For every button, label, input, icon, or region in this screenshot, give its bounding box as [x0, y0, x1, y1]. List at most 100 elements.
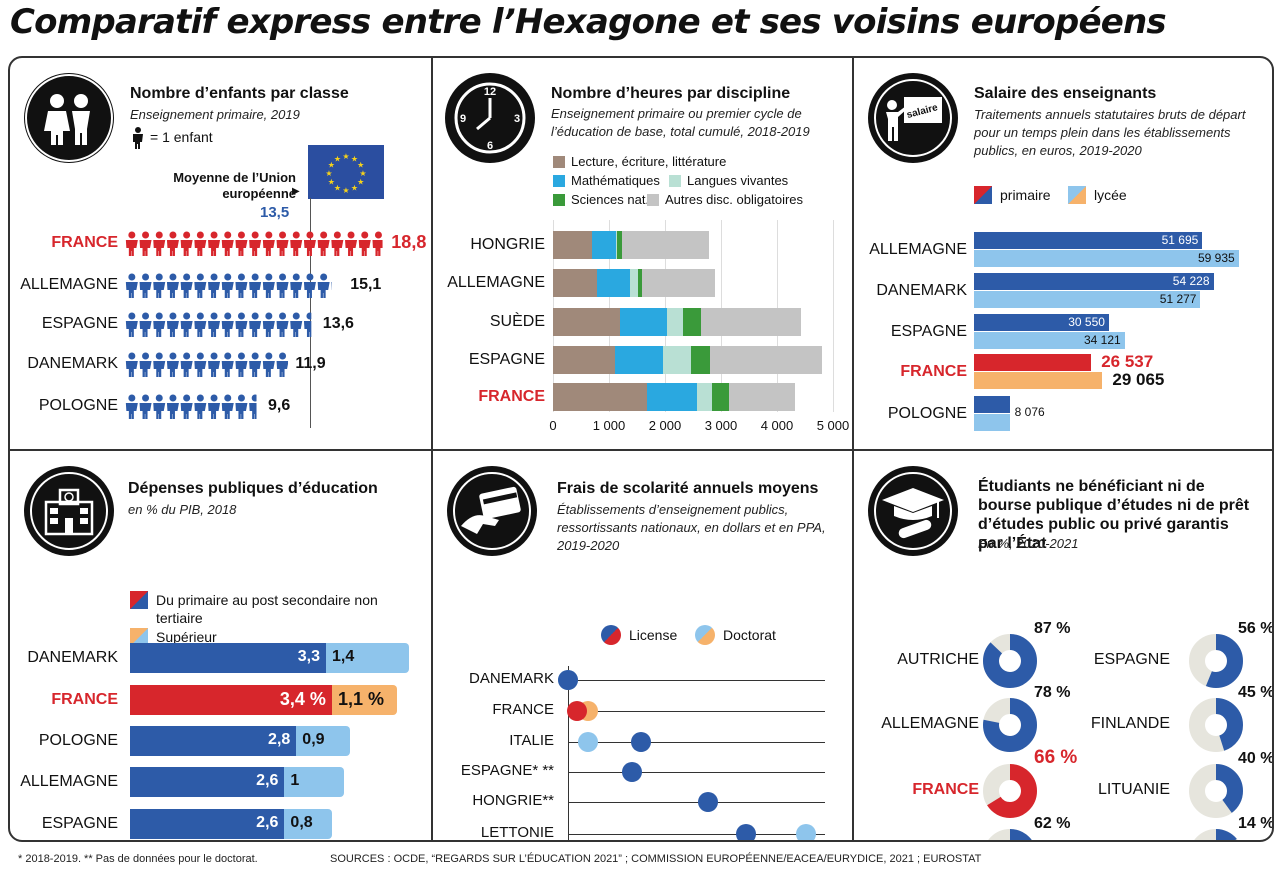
- child-body: [208, 403, 221, 419]
- bar-segment: [326, 643, 410, 673]
- flag-star: ★: [328, 161, 335, 170]
- page-title: Comparatif express entre l’Hexagone et s…: [10, 2, 1167, 42]
- child-head: [155, 273, 163, 281]
- child-icon: [180, 394, 193, 419]
- child-icon: [125, 394, 138, 419]
- pct-label: 14 %: [1238, 815, 1274, 832]
- child-icon: [235, 312, 248, 337]
- country-label: POLOGNE: [38, 397, 118, 414]
- child-icon: [208, 312, 221, 337]
- child-body: [235, 240, 248, 256]
- svg-text:12: 12: [484, 86, 496, 98]
- flag-star: ★: [342, 152, 349, 161]
- donut-chart: [983, 634, 1037, 688]
- child-body: [358, 240, 371, 256]
- bar: [974, 396, 1010, 413]
- child-icon: [180, 231, 193, 256]
- bar-segment: [709, 346, 822, 374]
- country-label: ESPAGNE: [1093, 651, 1170, 668]
- data-point-license: [735, 824, 756, 840]
- country-label: FRANCE: [51, 691, 118, 708]
- bar-segment: [130, 809, 285, 839]
- legend-label: Sciences nat.: [571, 192, 650, 207]
- child-head: [347, 231, 355, 239]
- child-head: [155, 394, 163, 402]
- value-label: 0,8: [290, 814, 313, 831]
- child-icon: [153, 352, 166, 377]
- child-body: [249, 240, 262, 256]
- children-icon: [24, 73, 114, 163]
- child-body: [262, 361, 275, 377]
- child-body: [345, 240, 358, 256]
- flag-star: ★: [342, 186, 349, 195]
- child-icon: [249, 273, 262, 298]
- bar: [974, 414, 1010, 431]
- x-tick-label: 3 000: [704, 418, 738, 433]
- child-head: [224, 394, 232, 402]
- child-body: [180, 282, 193, 298]
- child-head: [292, 231, 300, 239]
- child-body: [317, 282, 330, 298]
- child-icon: [194, 231, 207, 256]
- value-label: 1,1 %: [337, 689, 384, 709]
- country-label: FRANCE: [912, 781, 979, 798]
- child-head: [142, 231, 150, 239]
- child-body: [166, 361, 179, 377]
- child-icon: [221, 231, 234, 256]
- child-body: [208, 321, 221, 337]
- child-head: [237, 231, 245, 239]
- child-head: [128, 352, 136, 360]
- legend-label: Lecture, écriture, littérature: [571, 154, 727, 169]
- child-body: [180, 240, 193, 256]
- x-tick-label: 1 000: [592, 418, 626, 433]
- child-head: [128, 394, 136, 402]
- flag-field: [308, 145, 384, 199]
- child-icon: [208, 231, 221, 256]
- child-icon: [290, 231, 303, 256]
- child-icon: [249, 352, 262, 377]
- child-body: [194, 240, 207, 256]
- child-head: [169, 312, 177, 320]
- flag-star: ★: [334, 154, 341, 163]
- country-label: ITALIE: [509, 732, 554, 749]
- legend-item: License: [601, 625, 677, 645]
- child-head: [306, 273, 314, 281]
- child-icon: [276, 273, 289, 298]
- child-icon: [303, 231, 316, 256]
- country-label: AUTRICHE: [897, 651, 979, 668]
- legend-label: Supérieur: [156, 629, 217, 645]
- child-head: [210, 352, 218, 360]
- child-icon: [153, 231, 166, 256]
- child-icon: [358, 231, 371, 256]
- child-head: [183, 273, 191, 281]
- child-body: [166, 240, 179, 256]
- bar-segment: [662, 346, 691, 374]
- child-icon: [139, 231, 152, 256]
- child-icon: [276, 231, 289, 256]
- country-label: LITUANIE: [1097, 781, 1170, 798]
- clock-icon: 12 3 6 9: [445, 73, 535, 163]
- donut-chart: [983, 698, 1037, 752]
- child-body: [208, 361, 221, 377]
- panel-subtitle: Traitements annuels statutaires bruts de…: [974, 107, 1246, 158]
- child-body: [290, 282, 303, 298]
- graduation-icon: [868, 466, 958, 556]
- child-icon: [249, 231, 262, 256]
- eu-flag-icon: ★★★★★★★★★ ★ ★★: [308, 145, 384, 199]
- bar-segment: [130, 726, 297, 756]
- child-body: [125, 403, 138, 419]
- legend-swatch: [669, 174, 681, 187]
- child-icon: [221, 312, 234, 337]
- country-label: DANEMARK: [876, 282, 967, 299]
- bar-segment: [701, 308, 801, 336]
- legend-swatch: [130, 591, 148, 609]
- bar-segment: [130, 685, 332, 715]
- panel-subtitle: Enseignement primaire ou premier cycle d…: [551, 106, 810, 139]
- legend-item: Autres disc. obligatoires: [647, 192, 803, 207]
- child-body: [153, 403, 166, 419]
- eu-average-label: Moyenne de l’Union européenne: [173, 170, 296, 201]
- bar-segment: [553, 308, 621, 336]
- child-head: [128, 273, 136, 281]
- child-head: [292, 273, 300, 281]
- x-tick-label: 0: [549, 418, 557, 433]
